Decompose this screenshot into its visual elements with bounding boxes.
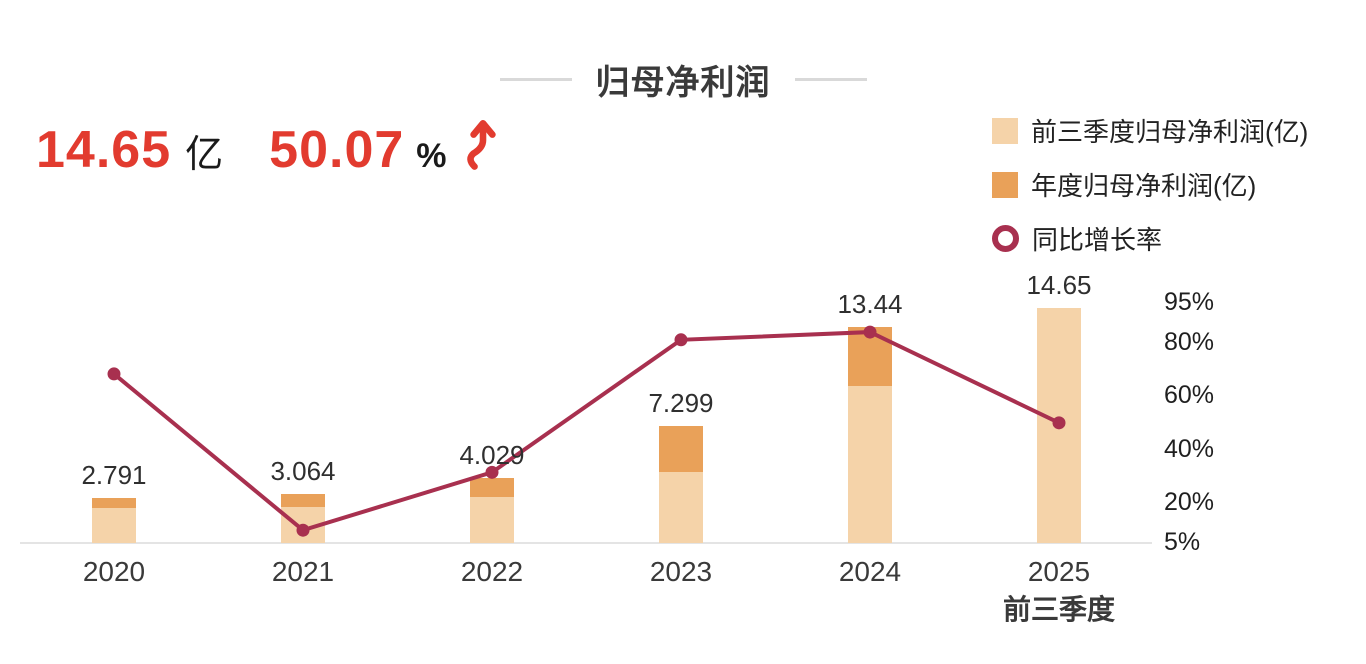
growth-rate-unit: % [416,137,447,175]
legend-label: 年度归母净利润(亿) [1031,171,1257,201]
y-axis-tick: 40% [1164,434,1215,463]
up-arrow-icon [466,115,499,173]
y-axis-tick: 95% [1164,288,1215,316]
bar-value-label: 3.064 [270,455,336,486]
bar-2023[interactable] [659,425,703,543]
q3-bar-swatch-icon [992,117,1018,144]
title-dash-left-icon [499,78,572,81]
x-axis-label-2025: 2025 [1027,556,1091,587]
y-axis-tick: 5% [1164,528,1201,556]
net-profit-unit: 亿 [185,134,224,176]
x-axis-line [20,542,1152,544]
legend-item-q3-net-profit[interactable]: 前三季度归母净利润(亿) [992,112,1308,149]
bar-2025[interactable] [1037,307,1081,543]
y-axis-tick: 20% [1164,488,1215,516]
x-axis-label-2022: 2022 [460,556,524,587]
growth-point[interactable] [674,333,688,347]
legend-item-annual-net-profit[interactable]: 年度归母净利润(亿) [992,166,1308,203]
growth-rate-value: 50.07 [269,121,405,179]
legend-label: 前三季度归母净利润(亿) [1031,117,1309,147]
bar-2022[interactable] [470,478,514,543]
bar-value-label: 7.299 [648,387,714,418]
y-axis-tick: 80% [1164,328,1215,356]
net-profit-value: 14.65 [36,121,172,179]
bar-value-label: 4.029 [459,440,525,471]
title-dash-right-icon [794,78,867,81]
bar-annual-segment [92,498,136,508]
legend-label: 同比增长率 [1032,225,1163,255]
x-axis-label-2021: 2021 [271,556,335,587]
x-axis-label-2024: 2024 [838,556,902,587]
x-axis-label-2020: 2020 [82,556,146,587]
headline-stat: 14.65 亿 50.07 % [36,120,499,180]
bar-2021[interactable] [281,493,325,543]
x-axis-label-2023: 2023 [649,556,713,587]
bar-value-label: 2.791 [81,460,147,491]
annual-bar-swatch-icon [992,171,1018,198]
page-title: 归母净利润 [595,64,771,102]
bar-value-label: 13.44 [837,289,903,320]
bar-value-label: 14.65 [1026,269,1092,300]
bar-annual-segment [659,425,703,472]
bar-annual-segment [470,478,514,497]
legend-item-yoy-growth[interactable]: 同比增长率 [992,220,1308,257]
bar-2024[interactable] [848,327,892,543]
y-axis-tick: 60% [1164,381,1215,410]
bar-2020[interactable] [92,498,136,543]
x-axis-sublabel: 前三季度 [1002,594,1115,625]
legend: 前三季度归母净利润(亿) 年度归母净利润(亿) 同比增长率 [992,112,1308,274]
growth-line [112,330,1060,533]
growth-ring-icon [992,225,1019,252]
chart-title-row: 归母净利润 [0,55,1366,104]
bar-annual-segment [281,493,325,508]
growth-point[interactable] [107,367,121,381]
bar-annual-segment [848,327,892,387]
